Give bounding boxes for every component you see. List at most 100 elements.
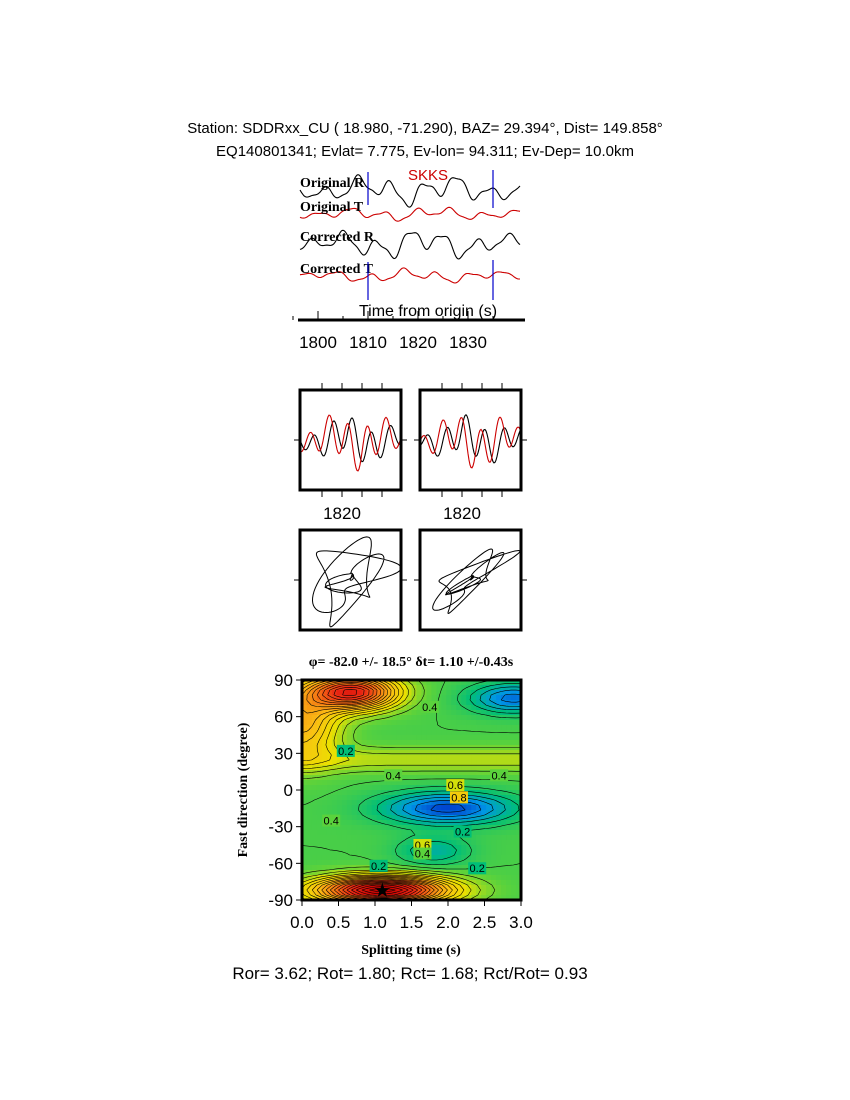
heatmap-cell — [346, 825, 353, 831]
heatmap-cell — [461, 720, 467, 726]
heatmap-cell — [311, 810, 318, 816]
heatmap-cell — [506, 685, 512, 691]
heatmap-cell — [356, 825, 363, 831]
heatmap-cell — [371, 770, 378, 776]
heatmap-cell — [451, 715, 457, 721]
heatmap-cell — [431, 750, 437, 756]
heatmap-cell — [411, 760, 418, 766]
heatmap-cell — [401, 710, 408, 716]
heatmap-cell — [426, 890, 433, 896]
heatmap-cell — [336, 775, 343, 781]
heatmap-cell — [501, 850, 507, 856]
heatmap-cell — [341, 775, 348, 781]
heatmap-cell — [381, 760, 388, 766]
heatmap-cell — [366, 720, 373, 726]
heatmap-cell — [511, 880, 517, 886]
heatmap-cell — [386, 760, 393, 766]
heatmap-cell — [466, 730, 472, 736]
heatmap-cell — [461, 815, 467, 821]
heatmap-cell — [446, 730, 452, 736]
heatmap-cell — [416, 755, 423, 761]
heatmap-cell — [381, 830, 388, 836]
heatmap-cell — [336, 710, 343, 716]
heatmap-cell — [416, 885, 423, 891]
heatmap-cell — [366, 780, 373, 786]
heatmap-cell — [496, 840, 502, 846]
heatmap-cell — [471, 765, 477, 771]
heatmap-cell — [431, 715, 437, 721]
heatmap-cell — [516, 735, 521, 741]
heatmap-cell — [311, 825, 318, 831]
heatmap-cell — [481, 755, 487, 761]
heatmap-cell — [311, 705, 318, 711]
heatmap-cell — [401, 715, 408, 721]
heatmap-cell — [516, 830, 521, 836]
heatmap-cell — [306, 745, 313, 751]
heatmap-cell — [386, 810, 393, 816]
heatmap-cell — [316, 825, 323, 831]
heatmap-cell — [431, 685, 437, 691]
heatmap-cell — [326, 830, 333, 836]
heatmap-cell — [451, 850, 457, 856]
heatmap-cell — [311, 745, 318, 751]
heatmap-cell — [371, 720, 378, 726]
heatmap-cell — [336, 735, 343, 741]
heatmap-cell — [471, 750, 477, 756]
heatmap-cell — [436, 755, 442, 761]
heatmap-cell — [461, 735, 467, 741]
heatmap-cell — [426, 685, 433, 691]
heatmap-cell — [356, 775, 363, 781]
heatmap-cell — [461, 805, 467, 811]
heatmap-cell — [406, 755, 413, 761]
heatmap-cell — [376, 735, 383, 741]
heatmap-cell — [356, 745, 363, 751]
heatmap-cell — [486, 850, 492, 856]
heatmap-cell — [516, 815, 521, 821]
heatmap-cell — [506, 710, 512, 716]
heatmap-cell — [381, 870, 388, 876]
heatmap-cell — [406, 685, 413, 691]
x-tick-label: 1.0 — [363, 913, 387, 932]
heatmap-cell — [306, 705, 313, 711]
heatmap-cell — [366, 680, 373, 686]
heatmap-cell — [311, 790, 318, 796]
heatmap-cell — [441, 775, 447, 781]
heatmap-cell — [306, 680, 313, 686]
heatmap-cell — [381, 815, 388, 821]
heatmap-cell — [316, 755, 323, 761]
heatmap-cell — [456, 735, 462, 741]
heatmap-cell — [471, 850, 477, 856]
heatmap-cell — [361, 825, 368, 831]
heatmap-cell — [496, 810, 502, 816]
heatmap-cell — [346, 680, 353, 686]
contour-label: 0.4 — [422, 702, 437, 714]
heatmap-cell — [361, 805, 368, 811]
heatmap-cell — [302, 755, 308, 761]
heatmap-cell — [331, 800, 338, 806]
heatmap-cell — [441, 730, 447, 736]
heatmap-cell — [506, 780, 512, 786]
heatmap-cell — [416, 685, 423, 691]
heatmap-cell — [406, 705, 413, 711]
heatmap-cell — [461, 695, 467, 701]
heatmap-cell — [371, 825, 378, 831]
heatmap-cell — [436, 680, 442, 686]
heatmap-cell — [302, 880, 308, 886]
heatmap-cell — [416, 815, 423, 821]
heatmap-cell — [326, 780, 333, 786]
heatmap-cell — [331, 855, 338, 861]
heatmap-cell — [396, 840, 403, 846]
heatmap-cell — [401, 685, 408, 691]
heatmap-cell — [366, 800, 373, 806]
heatmap-cell — [486, 790, 492, 796]
heatmap-cell — [326, 775, 333, 781]
heatmap-cell — [496, 850, 502, 856]
heatmap-cell — [466, 875, 472, 881]
heatmap-cell — [471, 800, 477, 806]
heatmap-cell — [366, 785, 373, 791]
heatmap-cell — [316, 870, 323, 876]
heatmap-cell — [456, 835, 462, 841]
heatmap-cell — [316, 850, 323, 856]
heatmap-cell — [421, 780, 428, 786]
heatmap-cell — [491, 890, 497, 896]
